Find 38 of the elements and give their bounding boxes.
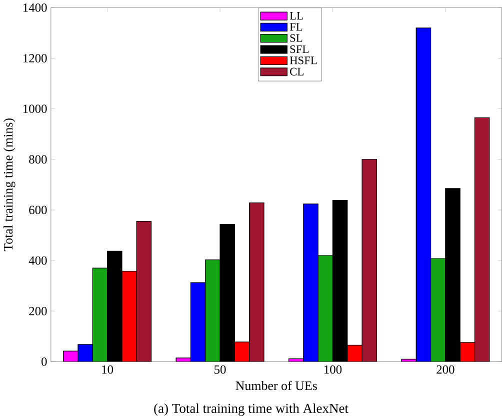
y-tick-label: 1000 <box>23 104 47 113</box>
bar <box>234 342 250 362</box>
bar <box>249 202 264 362</box>
bar <box>92 268 108 362</box>
y-tick-label: 1200 <box>23 54 47 62</box>
bar <box>416 27 432 362</box>
bar <box>63 350 78 362</box>
x-tick-label: 10 <box>102 365 114 374</box>
y-tick-label: 1400 <box>23 3 47 12</box>
bar <box>205 259 220 362</box>
bar <box>474 117 490 362</box>
legend-label: FL <box>290 23 302 30</box>
x-tick-label: 200 <box>436 365 454 374</box>
x-axis-title: Number of UEs <box>236 380 317 390</box>
legend-label: SL <box>290 34 302 42</box>
bar <box>190 282 206 362</box>
text: (a) Total training time with AlexNet <box>154 403 348 416</box>
bar <box>318 255 333 362</box>
bar <box>78 344 93 362</box>
y-axis-title: Total training time (mins) <box>3 118 16 252</box>
legend-label: CL <box>290 68 304 76</box>
y-tick-label: 200 <box>29 306 47 316</box>
y-tick-label: 0 <box>42 357 47 366</box>
y-tick-label: 400 <box>28 256 47 265</box>
bar <box>460 342 476 362</box>
x-tick-label: 100 <box>324 365 342 374</box>
x-tick-label: 50 <box>214 365 226 374</box>
bar <box>362 159 377 362</box>
legend-label: LL <box>290 12 303 20</box>
bar <box>430 258 446 362</box>
legend-label: HSFL <box>290 56 317 64</box>
y-tick-label: 600 <box>29 206 47 214</box>
legend-label: SFL <box>290 45 309 53</box>
y-tick-label: 800 <box>29 155 47 164</box>
bar <box>347 345 362 362</box>
bar <box>136 220 152 362</box>
bar <box>122 270 137 362</box>
bar <box>303 204 318 362</box>
